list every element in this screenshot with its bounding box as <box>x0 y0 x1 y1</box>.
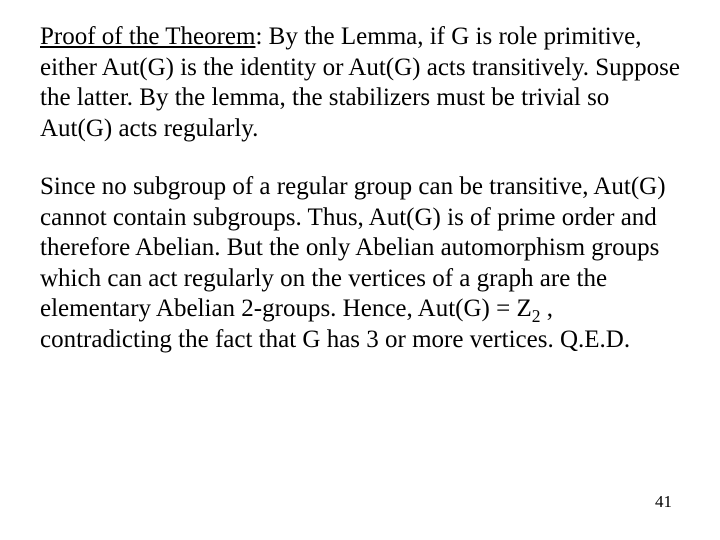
proof-paragraph-1: Proof of the Theorem: By the Lemma, if G… <box>40 22 680 144</box>
page-number: 41 <box>655 492 672 512</box>
proof-paragraph-2: Since no subgroup of a regular group can… <box>40 172 680 355</box>
slide-body: Proof of the Theorem: By the Lemma, if G… <box>0 0 720 540</box>
proof-heading: Proof of the Theorem <box>40 23 255 50</box>
proof-paragraph-2-text-a: Since no subgroup of a regular group can… <box>40 173 666 322</box>
